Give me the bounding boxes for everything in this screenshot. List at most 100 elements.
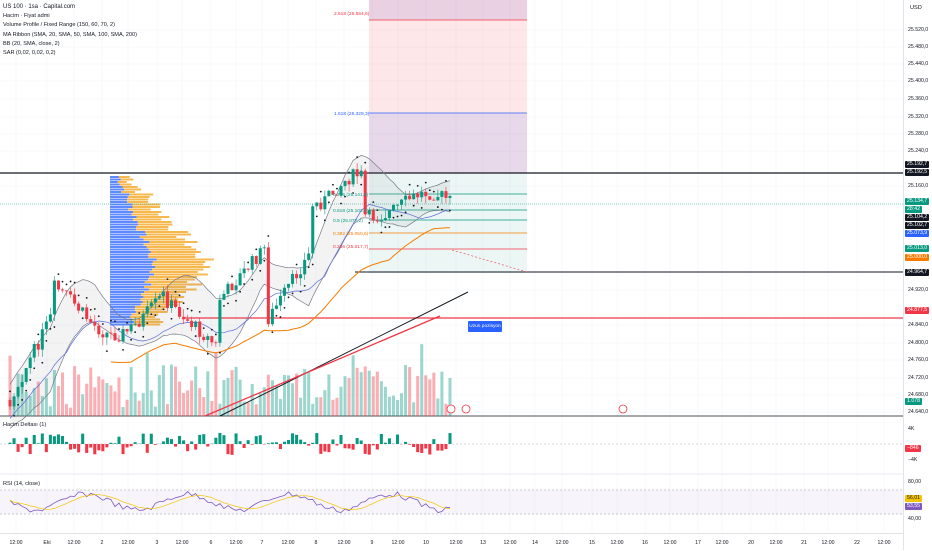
delta-bar	[81, 434, 84, 444]
profile-bar-up	[110, 231, 145, 233]
sar-dot	[163, 308, 165, 310]
profile-bar-down	[157, 259, 214, 261]
delta-bar	[25, 438, 28, 444]
delta-bar	[194, 444, 197, 450]
sar-dot	[175, 291, 177, 293]
sar-dot	[271, 331, 273, 333]
candle-body	[198, 321, 201, 336]
sar-dot	[70, 281, 72, 283]
candle-body	[259, 248, 262, 264]
delta-bar	[89, 444, 92, 448]
price-badge: 25.000,0	[905, 254, 929, 261]
sar-dot	[41, 362, 43, 364]
volume-bar	[97, 376, 100, 416]
sar-dot	[280, 316, 282, 318]
indicator-bollinger[interactable]: BB (20, SMA, close, 2)	[3, 40, 137, 49]
sar-dot	[211, 329, 213, 331]
rsi-tick-40: 40,00	[908, 516, 921, 522]
delta-bar	[255, 436, 258, 444]
indicator-volume[interactable]: Hacim · Fiyat admi	[3, 12, 137, 21]
sar-dot	[340, 203, 342, 205]
delta-bar	[186, 444, 189, 451]
candle-body	[134, 324, 137, 325]
volume-bar	[432, 373, 435, 416]
sar-dot	[417, 185, 419, 187]
time-tick: 12:00	[392, 540, 405, 546]
indicator-sar[interactable]: SAR (0,02, 0,02, 0,2)	[3, 49, 137, 58]
sar-dot	[368, 222, 370, 224]
delta-bar	[117, 437, 120, 444]
delta-bar	[45, 444, 48, 452]
volume-bar	[190, 381, 193, 416]
delta-bar	[226, 444, 229, 454]
volume-bar	[61, 372, 64, 416]
delta-bar	[368, 444, 371, 455]
delta-bar	[182, 440, 185, 444]
delta-bar	[335, 444, 338, 445]
delta-bar	[404, 442, 407, 444]
rsi-pane-label[interactable]: RSI (14, close)	[3, 481, 40, 487]
long-position-label[interactable]: Uzun pozisyon	[468, 321, 502, 332]
candle-body	[214, 342, 217, 343]
fib-level-label: 0.5 (25.077,2)	[333, 219, 363, 224]
delta-bar	[307, 444, 310, 446]
candle-body	[69, 291, 72, 294]
candle-body	[65, 290, 68, 291]
candle-body	[166, 292, 169, 308]
candle-body	[283, 288, 286, 296]
price-badge: 25.192,7	[905, 161, 929, 168]
delta-bar	[222, 435, 225, 444]
delta-bar	[134, 442, 137, 444]
sar-dot	[130, 339, 132, 341]
profile-bar-down	[153, 261, 205, 263]
volume-bar	[424, 375, 427, 416]
delta-bar	[101, 444, 104, 451]
delta-bar	[49, 435, 52, 444]
currency-label[interactable]: USD	[910, 5, 922, 11]
profile-bar-down	[148, 256, 195, 258]
sar-dot	[304, 285, 306, 287]
sar-dot	[433, 191, 435, 193]
delta-bar	[319, 444, 322, 454]
profile-bar-up	[110, 306, 135, 308]
sar-dot	[332, 184, 334, 186]
candle-body	[142, 313, 145, 326]
sar-dot	[13, 415, 15, 417]
volume-bar	[372, 376, 375, 416]
delta-bar	[109, 443, 112, 444]
sar-dot	[227, 302, 229, 304]
delta-bar	[327, 444, 330, 452]
delta-bar	[344, 444, 347, 448]
volume-bar	[194, 366, 197, 416]
candle-body	[222, 294, 225, 300]
price-tick: 24.800,0	[908, 340, 928, 346]
volume-bar	[295, 374, 298, 416]
sar-dot	[171, 318, 173, 320]
symbol-title[interactable]: US 100 · 1sa · Capital.com	[3, 3, 137, 12]
volume-bar	[255, 404, 258, 416]
time-tick: 21	[801, 540, 807, 546]
sar-dot	[223, 305, 225, 307]
indicator-volume-profile[interactable]: Volume Profile / Fixed Range (150, 60, 7…	[3, 21, 137, 30]
delta-bar	[444, 444, 447, 449]
sar-dot	[49, 328, 51, 330]
delta-bar	[287, 440, 290, 444]
candle-body	[255, 256, 258, 264]
candle-body	[412, 193, 415, 199]
profile-bar-down	[147, 246, 192, 248]
indicator-ma-ribbon[interactable]: MA Ribbon (SMA, 20, SMA, 50, SMA, 100, S…	[3, 31, 137, 40]
volume-bar	[214, 352, 217, 416]
sar-dot	[94, 308, 96, 310]
delta-bar	[360, 441, 363, 444]
candle-body	[360, 171, 363, 177]
time-tick: 12:00	[664, 540, 677, 546]
candle-body	[73, 294, 76, 303]
delta-bar	[113, 443, 116, 444]
profile-bar-down	[119, 176, 130, 178]
price-tick: 24.640,0	[908, 409, 928, 415]
price-badge: 25.134,7	[905, 198, 929, 205]
candle-body	[279, 296, 282, 306]
candle-body	[158, 296, 161, 298]
delta-pane-label[interactable]: Hacim Deltası (1)	[3, 422, 46, 428]
